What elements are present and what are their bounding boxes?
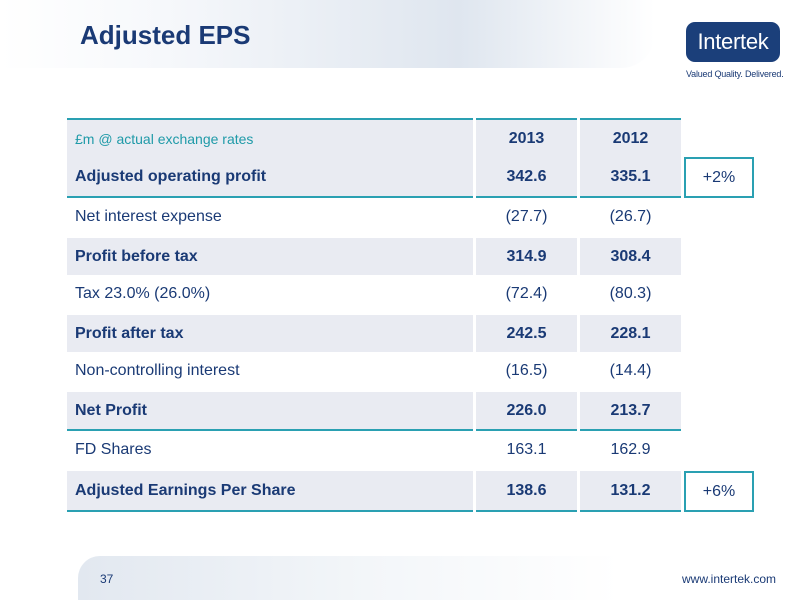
value-2013: 314.9	[476, 238, 577, 275]
row-label: Profit before tax	[67, 238, 473, 275]
value-2012: 308.4	[580, 238, 681, 275]
value-2012: (14.4)	[580, 352, 681, 392]
logo-tagline: Valued Quality. Delivered.	[686, 69, 784, 79]
table-row: Net interest expense (27.7) (26.7)	[67, 198, 754, 238]
row-label: Non-controlling interest	[67, 352, 473, 392]
value-2013: (16.5)	[476, 352, 577, 392]
intertek-logo: Intertek	[686, 22, 780, 62]
row-label: Adjusted operating profit	[67, 157, 473, 198]
value-2012: 213.7	[580, 392, 681, 431]
change-badge: +2%	[684, 157, 754, 198]
eps-table: £m @ actual exchange rates 2013 2012 Adj…	[67, 118, 754, 512]
header-col-2013: 2013	[476, 118, 577, 157]
row-label: Net Profit	[67, 392, 473, 431]
table-row: Non-controlling interest (16.5) (14.4)	[67, 352, 754, 392]
value-2012: 131.2	[580, 471, 681, 512]
value-2013: 163.1	[476, 431, 577, 471]
table-row: Net Profit 226.0 213.7	[67, 392, 754, 431]
table-row: Profit before tax 314.9 308.4	[67, 238, 754, 275]
footer-band	[78, 556, 800, 600]
table-row: Adjusted Earnings Per Share 138.6 131.2 …	[67, 471, 754, 512]
footer-url: www.intertek.com	[682, 572, 777, 586]
table-header-row: £m @ actual exchange rates 2013 2012	[67, 118, 754, 157]
table-row: FD Shares 163.1 162.9	[67, 431, 754, 471]
logo-text: Intertek	[697, 29, 769, 54]
value-2012: (26.7)	[580, 198, 681, 238]
value-2012: (80.3)	[580, 275, 681, 315]
value-2013: 226.0	[476, 392, 577, 431]
value-2013: (72.4)	[476, 275, 577, 315]
value-2013: (27.7)	[476, 198, 577, 238]
row-label: Tax 23.0% (26.0%)	[67, 275, 473, 315]
table-row: Tax 23.0% (26.0%) (72.4) (80.3)	[67, 275, 754, 315]
row-label: Profit after tax	[67, 315, 473, 352]
header-band	[0, 0, 655, 68]
header-label: £m @ actual exchange rates	[67, 118, 473, 157]
row-label: Adjusted Earnings Per Share	[67, 471, 473, 512]
row-label: Net interest expense	[67, 198, 473, 238]
value-2012: 228.1	[580, 315, 681, 352]
value-2012: 335.1	[580, 157, 681, 198]
value-2013: 342.6	[476, 157, 577, 198]
value-2012: 162.9	[580, 431, 681, 471]
page-number: 37	[100, 572, 114, 586]
table-row: Profit after tax 242.5 228.1	[67, 315, 754, 352]
row-label: FD Shares	[67, 431, 473, 471]
value-2013: 138.6	[476, 471, 577, 512]
header-col-2012: 2012	[580, 118, 681, 157]
table-row: Adjusted operating profit 342.6 335.1 +2…	[67, 157, 754, 198]
value-2013: 242.5	[476, 315, 577, 352]
slide-title: Adjusted EPS	[80, 20, 251, 50]
change-badge: +6%	[684, 471, 754, 512]
